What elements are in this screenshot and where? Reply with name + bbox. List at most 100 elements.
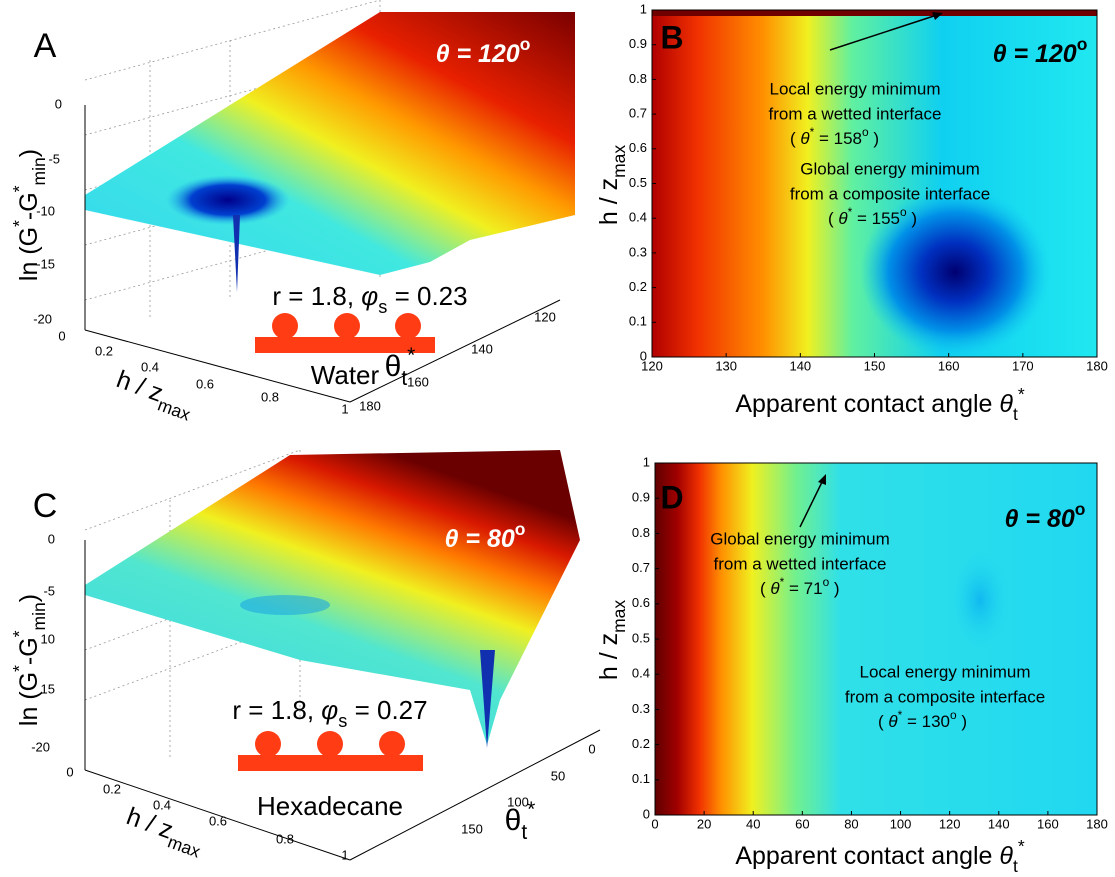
annotation-line: from a wetted interface <box>769 104 942 123</box>
y-tick-label: 0.7 <box>632 560 650 575</box>
theta-tick-label: 50 <box>551 768 565 783</box>
text-part: = 0.23 <box>387 281 467 311</box>
h-tick-label: 0.6 <box>196 376 214 391</box>
text-part: φ <box>361 281 378 311</box>
liquid-label: Water <box>311 360 380 390</box>
text-part: Apparent contact angle <box>735 390 999 418</box>
text-part: r = 1.8, <box>232 695 321 725</box>
h-tick-label: 0.2 <box>95 343 113 358</box>
text-part: = 158 <box>814 129 862 148</box>
axis-label: h / zmax <box>595 600 629 681</box>
panel-letter: D <box>660 479 683 515</box>
text-part: ) <box>957 712 967 731</box>
theta-tick-label: 160 <box>407 374 429 389</box>
z-axis-label: ln (G*-G*min) <box>9 594 49 726</box>
text-part: θ <box>999 390 1013 418</box>
text-part: = 130 <box>902 712 950 731</box>
text-part: θ = 120 <box>436 40 520 68</box>
panel-letter: B <box>660 19 683 55</box>
h-tick-label: 1 <box>341 401 348 416</box>
text-part: ( <box>878 712 888 731</box>
text-part: ) <box>869 129 879 148</box>
text-part: min <box>29 602 49 630</box>
text-part: t <box>521 821 527 844</box>
x-tick-label: 20 <box>697 816 711 831</box>
y-tick-label: 0.4 <box>632 666 650 681</box>
y-tick-label: 0.5 <box>632 630 650 645</box>
text-part: t <box>1013 856 1018 876</box>
x-tick-label: 0 <box>651 816 658 831</box>
text-part: ( <box>828 209 838 228</box>
x-tick-label: 180 <box>1086 816 1108 831</box>
annotation-line: from a wetted interface <box>714 554 887 573</box>
text-part: -G <box>15 192 43 220</box>
text-part: * <box>9 185 29 192</box>
text-part: * <box>9 630 29 637</box>
annotation-line: Local energy minimum <box>769 79 940 98</box>
y-tick-label: 0.8 <box>629 71 647 86</box>
x-tick-label: 40 <box>746 816 760 831</box>
liquid-label: Hexadecane <box>257 791 403 821</box>
y-tick-label: 0 <box>643 806 650 821</box>
x-tick-label: 150 <box>864 358 886 373</box>
y-tick-label: 0.6 <box>632 595 650 610</box>
text-part: * <box>527 798 535 821</box>
y-tick-label: 0.1 <box>632 771 650 786</box>
theta-axis-label: θt* <box>505 798 536 844</box>
y-tick-label: 0.2 <box>632 736 650 751</box>
x-tick-label: 130 <box>715 358 737 373</box>
y-tick-label: 0.8 <box>632 525 650 540</box>
y-tick-label: 0.7 <box>629 106 647 121</box>
annotation-line: Global energy minimum <box>800 159 980 178</box>
text-part: * <box>1018 384 1025 404</box>
text-part: min <box>29 157 49 185</box>
y-tick-label: 0.2 <box>629 279 647 294</box>
z-tick-label: -5 <box>48 151 60 166</box>
text-part: * <box>1018 836 1025 856</box>
h-tick-label: 0.8 <box>261 389 279 404</box>
y-tick-label: 0.6 <box>629 140 647 155</box>
theta-tick-label: 0 <box>588 741 595 756</box>
h-tick-label: 0.2 <box>103 781 121 796</box>
axis-label: h / zmax <box>595 145 629 226</box>
text-part: ) <box>829 579 839 598</box>
text-part: -G <box>15 637 43 665</box>
text-part: ) <box>15 594 43 602</box>
text-part: = 0.27 <box>347 695 427 725</box>
annotation-line: from a composite interface <box>790 184 990 203</box>
text-part: h / z <box>595 633 623 680</box>
text-part: θ <box>999 842 1013 870</box>
text-part: ln (G <box>15 227 43 281</box>
z-tick-label: 15 <box>41 681 55 696</box>
x-tick-label: 140 <box>988 816 1010 831</box>
figure: Aθ = 120o0-5-10-15-20ln (G*-G*min)00.20.… <box>0 0 1115 877</box>
y-tick-label: 0.5 <box>629 175 647 190</box>
y-tick-label: 1 <box>640 1 647 16</box>
x-tick-label: 120 <box>939 816 961 831</box>
z-tick-label: -5 <box>43 583 55 598</box>
condition: θ = 120o <box>436 34 531 68</box>
text-part: = 71 <box>784 579 822 598</box>
text-part: ) <box>907 209 917 228</box>
text-part: max <box>155 394 193 424</box>
text-part: r = 1.8, <box>272 281 361 311</box>
h-tick-label: 0 <box>58 328 65 343</box>
z-tick-label: -20 <box>33 311 52 326</box>
y-tick-label: 0.4 <box>629 210 647 225</box>
text-part: ) <box>15 149 43 157</box>
text-part: θ <box>385 350 402 383</box>
h-tick-label: 0 <box>66 764 73 779</box>
text-part: o <box>1075 499 1086 519</box>
x-tick-label: 160 <box>1037 816 1059 831</box>
x-axis-label: Apparent contact angle θt* <box>735 384 1025 424</box>
condition: θ = 120o <box>993 34 1088 68</box>
parameters: r = 1.8, φs = 0.27 <box>232 695 427 731</box>
x-tick-label: 170 <box>1012 358 1034 373</box>
condition: θ = 80o <box>1005 499 1086 533</box>
theta-tick-label: 180 <box>359 398 381 413</box>
z-tick-label: 0 <box>48 531 55 546</box>
x-tick-label: 180 <box>1086 358 1108 373</box>
x-tick-label: 160 <box>938 358 960 373</box>
text-part: s <box>338 711 347 731</box>
text-part: o <box>520 34 531 54</box>
